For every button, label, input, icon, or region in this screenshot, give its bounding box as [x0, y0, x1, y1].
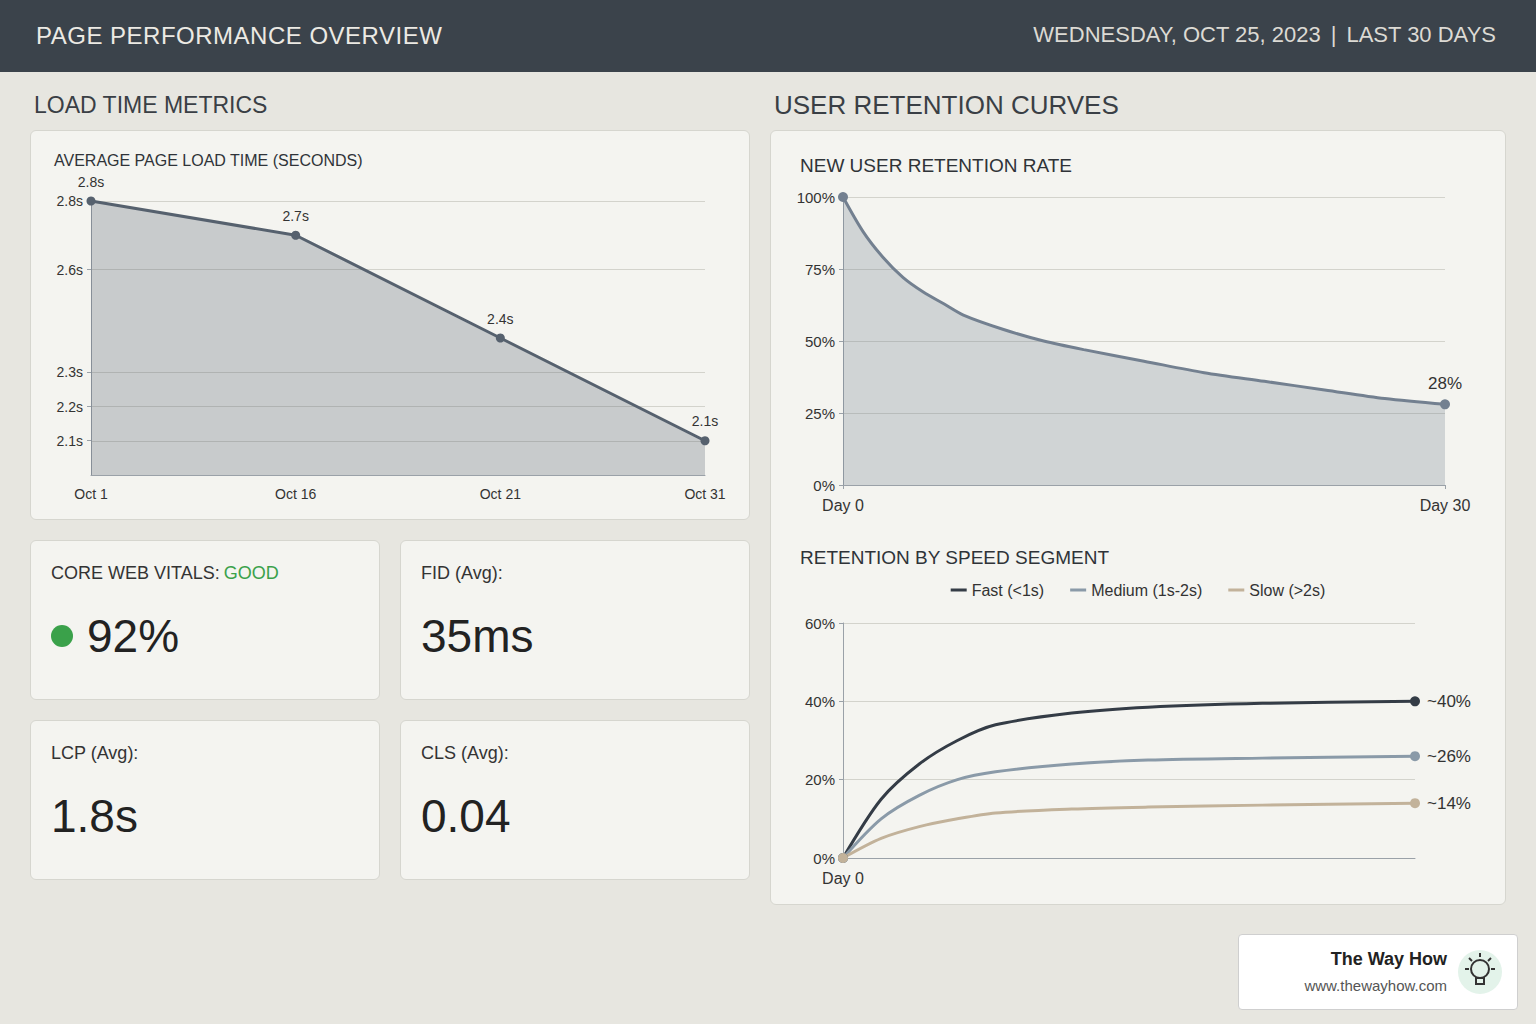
svg-text:2.7s: 2.7s: [282, 208, 308, 224]
svg-text:Fast (<1s): Fast (<1s): [972, 582, 1044, 599]
svg-text:25%: 25%: [805, 405, 835, 422]
html-text:92%: 92%: [87, 610, 180, 662]
svg-text:28%: 28%: [1428, 374, 1462, 393]
html-text:LCP (Avg):: LCP (Avg):: [51, 743, 139, 763]
svg-text:2.4s: 2.4s: [487, 311, 513, 327]
svg-text:Medium (1s-2s): Medium (1s-2s): [1091, 582, 1202, 599]
svg-text:2.1s: 2.1s: [692, 413, 718, 429]
html-text:35ms: 35ms: [421, 610, 534, 662]
svg-text:2.1s: 2.1s: [57, 433, 83, 449]
svg-text:RETENTION BY SPEED SEGMENT: RETENTION BY SPEED SEGMENT: [800, 547, 1109, 568]
svg-text:Oct 21: Oct 21: [480, 486, 521, 502]
svg-text:Slow (>2s): Slow (>2s): [1249, 582, 1325, 599]
svg-text:2.6s: 2.6s: [57, 262, 83, 278]
svg-text:Oct 1: Oct 1: [74, 486, 108, 502]
svg-text:2.8s: 2.8s: [78, 174, 104, 190]
html-text:WEDNESDAY, OCT 25, 2023: WEDNESDAY, OCT 25, 2023: [1033, 22, 1321, 47]
svg-text:0%: 0%: [813, 850, 835, 867]
svg-text:100%: 100%: [797, 189, 835, 206]
svg-text:0%: 0%: [813, 477, 835, 494]
svg-text:Day 30: Day 30: [1420, 497, 1471, 514]
html-text:CLS (Avg):: CLS (Avg):: [421, 743, 509, 763]
html-text:CORE WEB VITALS: GOOD: CORE WEB VITALS: GOOD: [51, 563, 279, 583]
svg-text:NEW USER RETENTION RATE: NEW USER RETENTION RATE: [800, 155, 1072, 176]
svg-text:2.2s: 2.2s: [57, 399, 83, 415]
html-text:LOAD TIME METRICS: LOAD TIME METRICS: [34, 92, 268, 118]
svg-text:Oct 16: Oct 16: [275, 486, 316, 502]
html-text:1.8s: 1.8s: [51, 790, 138, 842]
svg-text:75%: 75%: [805, 261, 835, 278]
svg-text:Day 0: Day 0: [822, 497, 864, 514]
html-text:0.04: 0.04: [421, 790, 511, 842]
html-text:The Way How: The Way How: [1330, 949, 1447, 969]
svg-text:Oct 31: Oct 31: [684, 486, 725, 502]
svg-text:~40%: ~40%: [1427, 692, 1471, 711]
html-text:LAST 30 DAYS: LAST 30 DAYS: [1346, 22, 1496, 47]
svg-text:~14%: ~14%: [1427, 794, 1471, 813]
svg-text:60%: 60%: [805, 615, 835, 632]
svg-text:Day 0: Day 0: [822, 870, 864, 887]
svg-text:2.3s: 2.3s: [57, 364, 83, 380]
html-text:www.thewayhow.com: www.thewayhow.com: [1304, 977, 1447, 994]
html-text:USER RETENTION CURVES: USER RETENTION CURVES: [774, 90, 1119, 120]
html-text:FID (Avg):: FID (Avg):: [421, 563, 503, 583]
svg-text:20%: 20%: [805, 771, 835, 788]
svg-text:~26%: ~26%: [1427, 747, 1471, 766]
svg-text:2.8s: 2.8s: [57, 193, 83, 209]
svg-text:AVERAGE PAGE LOAD TIME (SECOND: AVERAGE PAGE LOAD TIME (SECONDS): [54, 152, 363, 169]
svg-text:40%: 40%: [805, 693, 835, 710]
html-text:PAGE PERFORMANCE OVERVIEW: PAGE PERFORMANCE OVERVIEW: [36, 22, 443, 49]
svg-text:50%: 50%: [805, 333, 835, 350]
